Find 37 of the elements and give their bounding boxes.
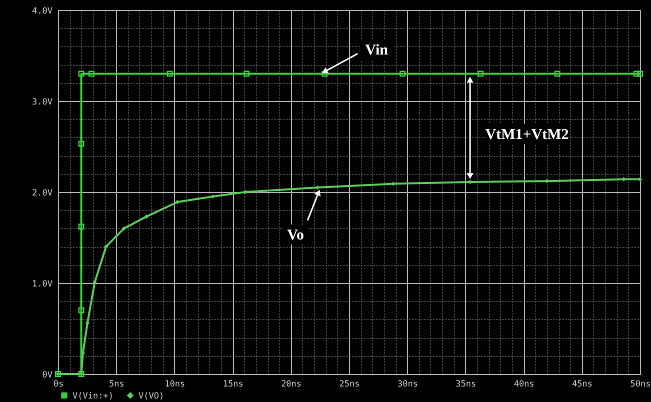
x-tick-label: 5ns — [109, 380, 124, 390]
point — [78, 70, 84, 77]
point — [637, 70, 643, 77]
y-tick-label: 3.0V — [32, 98, 52, 108]
x-tick-label: 30ns — [397, 380, 418, 390]
point — [322, 70, 328, 77]
point — [166, 70, 173, 77]
x-tick-label: 40ns — [514, 380, 534, 390]
point — [104, 244, 108, 249]
legend-label: V(Vin:+) — [72, 391, 114, 402]
y-tick-label: 0V — [42, 370, 52, 380]
point — [78, 224, 84, 230]
point — [78, 307, 84, 314]
y-tick-label: 2.0V — [32, 188, 52, 198]
x-tick-label: 0s — [53, 380, 64, 390]
annotation: Vo — [287, 227, 304, 244]
annotation: VtM1+VtM2 — [485, 126, 569, 143]
x-tick-label: 15ns — [222, 380, 244, 390]
point — [88, 70, 94, 77]
x-tick-label: 10ns — [164, 380, 186, 390]
point — [400, 70, 406, 77]
point — [122, 226, 126, 231]
x-tick-label: 20ns — [281, 380, 302, 390]
annotation: Vin — [365, 42, 389, 59]
point — [144, 214, 149, 219]
x-tick-label: 45ns — [572, 380, 593, 390]
point — [244, 70, 250, 77]
y-tick-label: 4.0V — [32, 6, 52, 16]
point — [478, 70, 484, 77]
point — [78, 140, 84, 147]
legend-label: V(VO) — [138, 391, 164, 402]
point — [634, 70, 640, 77]
x-tick-label: 35ns — [456, 380, 476, 390]
x-tick-label: 25ns — [339, 380, 360, 390]
y-tick-label: 1.0V — [32, 280, 52, 290]
x-tick-label: 50ns — [630, 380, 651, 390]
point — [554, 70, 560, 77]
